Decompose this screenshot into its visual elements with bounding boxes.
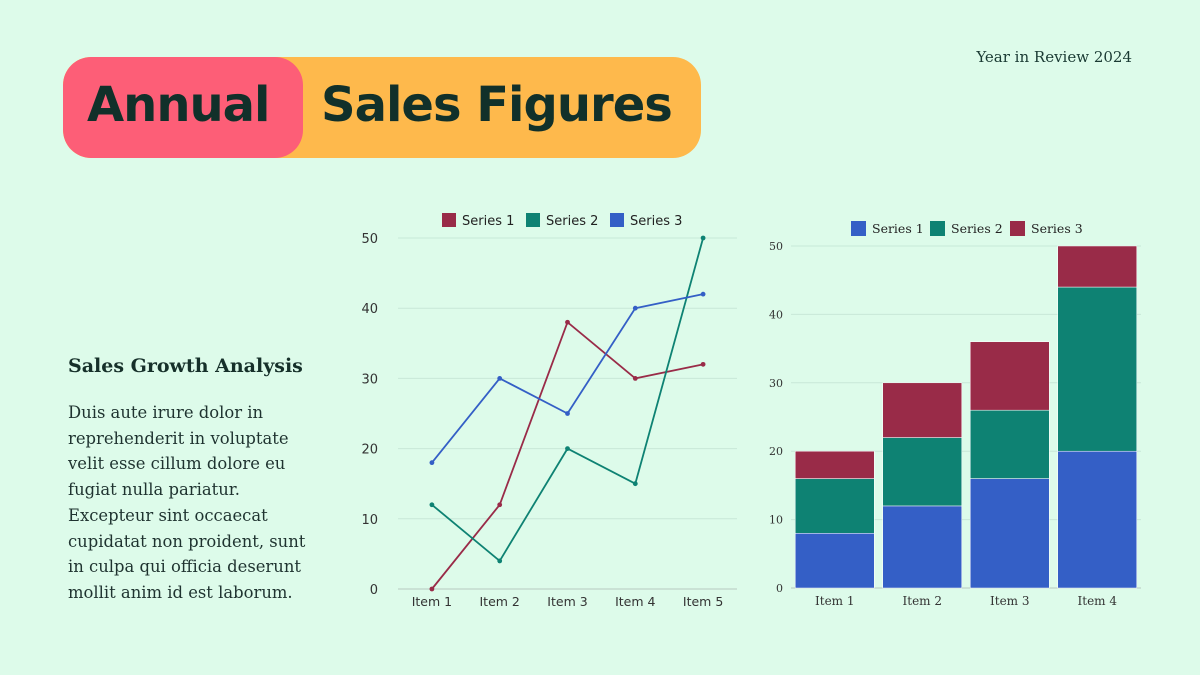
data-point: [497, 376, 503, 381]
y-tick-label: 20: [361, 443, 378, 458]
y-tick-label: 0: [370, 583, 378, 598]
data-point: [700, 361, 706, 367]
legend-item: Series 1: [442, 213, 514, 229]
legend-item: Series 2: [930, 221, 1003, 236]
x-tick-label: Item 1: [815, 594, 855, 608]
bar-segment: [795, 450, 875, 479]
y-tick-label: 10: [361, 513, 378, 528]
data-point: [429, 586, 435, 592]
y-tick-label: 50: [361, 232, 378, 247]
page-title-word-2: Sales Figures: [321, 77, 673, 133]
bar-segment: [882, 505, 962, 589]
section-subtitle: Sales Growth Analysis: [68, 355, 303, 377]
legend-label: Series 2: [951, 221, 1003, 236]
title-banner: Annual Sales Figures: [63, 57, 701, 158]
y-tick-label: 0: [776, 582, 783, 595]
x-tick-label: Item 4: [1078, 594, 1118, 608]
bar-segment: [882, 382, 962, 438]
data-point: [632, 305, 638, 311]
legend-label: Series 1: [872, 221, 924, 236]
bar-segment: [795, 533, 875, 589]
x-tick-label: Item 4: [615, 594, 655, 609]
data-point: [565, 319, 570, 325]
page-title-word-1: Annual: [87, 77, 271, 133]
legend-item: Series 2: [526, 213, 598, 229]
legend-item: Series 3: [610, 213, 682, 229]
y-tick-label: 30: [361, 372, 378, 387]
year-label: Year in Review 2024: [976, 48, 1132, 66]
data-point: [497, 558, 503, 564]
legend-swatch: [610, 213, 624, 227]
legend-swatch: [851, 221, 866, 236]
data-point: [565, 411, 570, 416]
legend-label: Series 2: [546, 214, 598, 229]
body-text: Duis aute irure dolor in reprehenderit i…: [68, 403, 306, 602]
bar-segment: [1057, 286, 1137, 452]
data-point: [632, 376, 638, 381]
legend-swatch: [930, 221, 945, 236]
bar-segment: [970, 409, 1050, 479]
bar-segment: [795, 478, 875, 534]
y-tick-label: 40: [769, 308, 783, 321]
data-point: [700, 291, 706, 297]
x-tick-label: Item 3: [990, 594, 1030, 608]
bar-segment: [970, 478, 1050, 589]
data-point: [429, 460, 435, 466]
y-tick-label: 40: [361, 302, 378, 317]
data-point: [700, 235, 706, 241]
legend-label: Series 3: [1031, 221, 1083, 236]
bar-segment: [1057, 450, 1137, 589]
x-tick-label: Item 3: [547, 594, 587, 609]
x-tick-label: Item 2: [903, 594, 943, 608]
x-tick-label: Item 1: [412, 594, 452, 609]
stacked-bar-chart: 0 10 20 30 40 50 Item 1 Item 2 Item 3 Item 4 Serie…: [769, 221, 1141, 608]
legend-label: Series 3: [630, 214, 682, 229]
series-line: [431, 237, 704, 563]
y-tick-label: 10: [769, 514, 783, 527]
series-line: [431, 320, 704, 590]
legend-label: Series 1: [462, 214, 514, 229]
bar-segment: [882, 437, 962, 507]
legend-swatch: [526, 213, 540, 227]
y-tick-label: 30: [769, 377, 783, 390]
legend-item: Series 1: [851, 221, 924, 236]
legend-swatch: [1010, 221, 1025, 236]
bar-segment: [1057, 245, 1137, 288]
data-point: [632, 481, 638, 487]
data-point: [565, 446, 570, 451]
x-tick-label: Item 5: [683, 594, 723, 609]
data-point: [429, 502, 435, 508]
bar-segment: [970, 341, 1050, 411]
x-tick-label: Item 2: [480, 594, 520, 609]
title-highlight: [63, 57, 303, 158]
legend-swatch: [442, 213, 456, 227]
legend-item: Series 3: [1010, 221, 1083, 236]
y-tick-label: 50: [769, 240, 783, 253]
y-tick-label: 20: [769, 445, 783, 458]
line-chart: 0 10 20 30 40 50 Item 1 Item 2 Item 3 Item 4 Item …: [361, 213, 737, 609]
data-point: [497, 502, 503, 508]
